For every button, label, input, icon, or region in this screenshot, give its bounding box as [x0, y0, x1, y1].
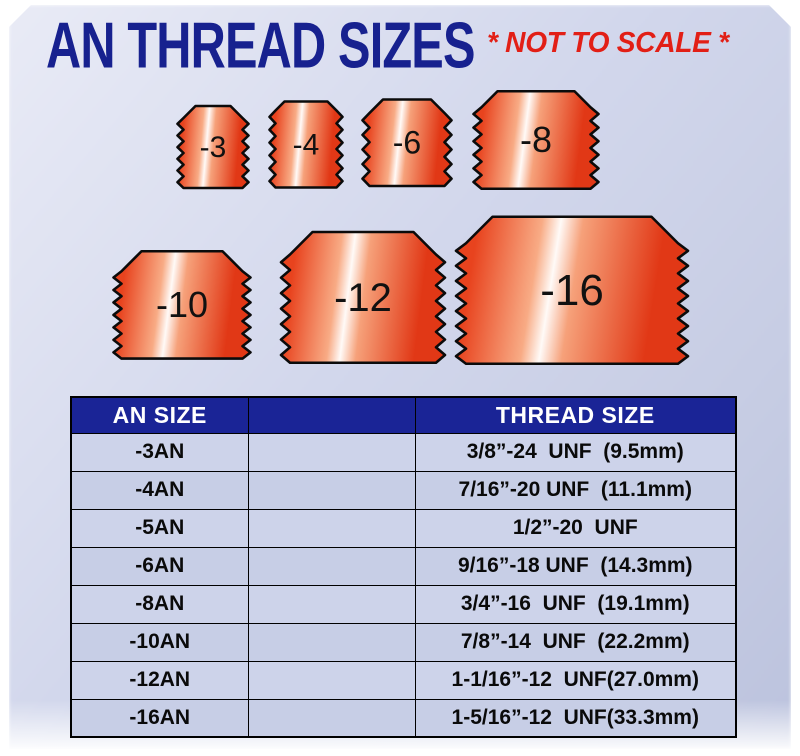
svg-text:-6: -6: [393, 125, 421, 161]
svg-text:-16: -16: [540, 266, 604, 315]
svg-text:-8: -8: [520, 119, 552, 160]
svg-text:-12: -12: [334, 276, 392, 320]
svg-text:-10: -10: [156, 284, 208, 325]
svg-text:-3: -3: [200, 131, 227, 164]
svg-text:-4: -4: [293, 129, 320, 162]
